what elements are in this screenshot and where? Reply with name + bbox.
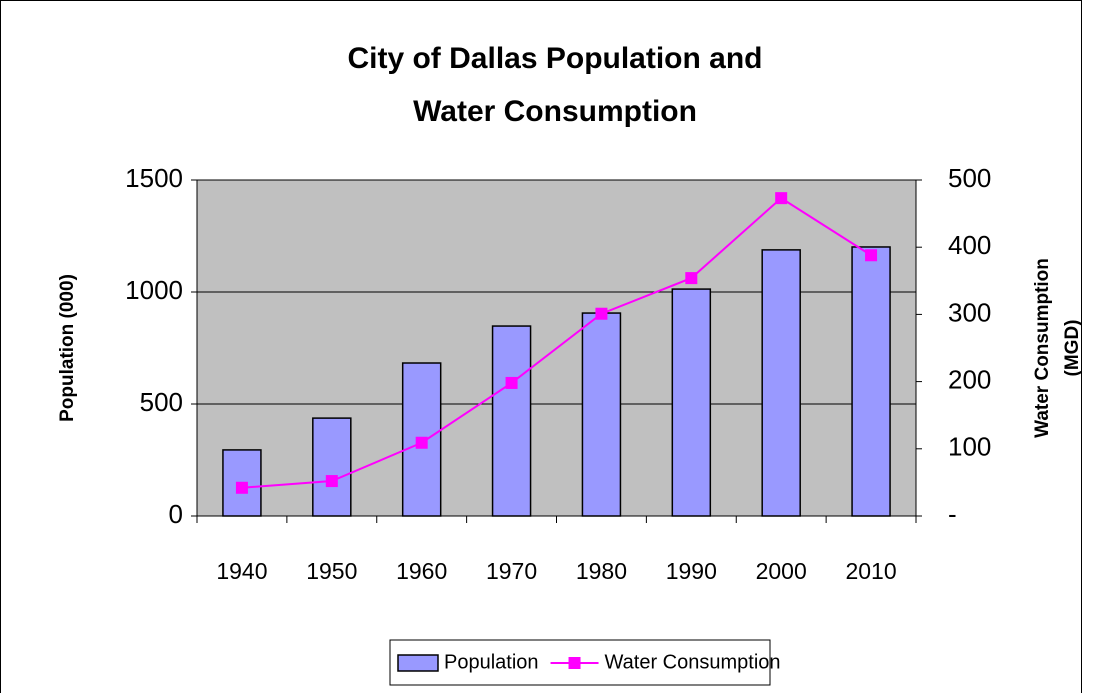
marker bbox=[505, 376, 518, 389]
bar bbox=[761, 249, 801, 517]
marker bbox=[865, 249, 878, 262]
y2-tick-label: 500 bbox=[948, 163, 991, 193]
x-tick-label: 1980 bbox=[576, 558, 627, 584]
legend-swatch bbox=[397, 654, 439, 672]
y-tick-label: 1000 bbox=[125, 275, 183, 305]
y2-tick-label: - bbox=[948, 499, 957, 529]
y-axis-label: Population (000) bbox=[57, 274, 78, 422]
x-tick-label: 1960 bbox=[396, 558, 447, 584]
bar bbox=[222, 449, 262, 517]
legend-marker bbox=[568, 657, 581, 669]
marker bbox=[235, 481, 248, 494]
bar bbox=[851, 246, 891, 517]
y-tick-label: 500 bbox=[140, 387, 183, 417]
bar bbox=[491, 325, 532, 517]
y-tick-label: 1500 bbox=[125, 163, 183, 193]
marker bbox=[325, 475, 338, 488]
legend-label: Population bbox=[444, 651, 539, 673]
marker bbox=[415, 436, 428, 449]
y2-tick-label: 200 bbox=[948, 364, 991, 394]
y2-axis-label: Water Consumption bbox=[1032, 258, 1053, 438]
x-tick-label: 2010 bbox=[845, 558, 896, 584]
y2-axis-label: (MGD) bbox=[1062, 320, 1083, 377]
legend-label: Water Consumption bbox=[605, 651, 781, 673]
x-tick-label: 1970 bbox=[486, 558, 537, 584]
y2-tick-label: 300 bbox=[948, 297, 991, 327]
chart-title: City of Dallas Population and bbox=[347, 42, 762, 75]
y2-tick-label: 100 bbox=[948, 432, 991, 462]
x-tick-label: 2000 bbox=[756, 558, 807, 584]
x-tick-label: 1990 bbox=[666, 558, 717, 584]
bar bbox=[671, 288, 712, 517]
line bbox=[241, 196, 872, 489]
x-tick-label: 1940 bbox=[216, 558, 267, 584]
y-tick-label: 0 bbox=[169, 499, 183, 529]
x-tick-label: 1950 bbox=[306, 558, 357, 584]
y2-tick-label: 400 bbox=[948, 230, 991, 260]
bar bbox=[581, 312, 622, 517]
marker bbox=[775, 192, 788, 205]
chart-title: Water Consumption bbox=[413, 95, 697, 128]
bar bbox=[312, 417, 352, 517]
legend-box bbox=[389, 639, 771, 686]
marker bbox=[595, 307, 608, 320]
marker bbox=[685, 272, 698, 285]
